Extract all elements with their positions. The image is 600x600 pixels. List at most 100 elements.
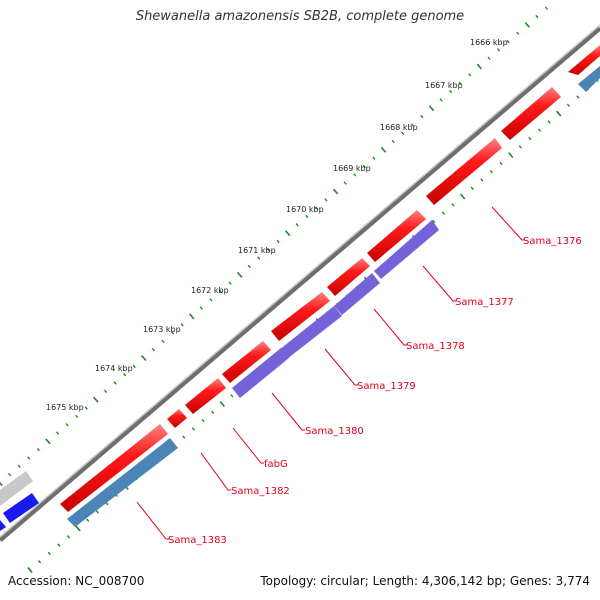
tick-mark [353,173,357,177]
cds-feature[interactable] [426,138,502,205]
genome-summary-text: Topology: circular; Length: 4,306,142 bp… [260,574,590,588]
tick-mark [151,348,155,352]
tick-mark [230,394,234,398]
kbp-label: 1674 kbp [95,364,133,373]
tick-mark [516,31,520,35]
tick-mark [284,230,291,237]
tick-mark [38,560,42,564]
tick-mark [211,410,215,415]
gene-label[interactable]: Sama_1383 [168,535,227,546]
tick-mark [535,14,539,19]
outer-tick-ring [0,6,549,486]
tick-mark [432,219,436,224]
tick-mark [199,306,203,310]
tick-mark [45,438,51,445]
kbp-label: 1666 kbp [470,38,508,47]
tick-mark [537,128,542,132]
cds-feature[interactable] [167,409,187,428]
gene-label[interactable]: Sama_1378 [406,341,465,352]
tick-mark [47,551,51,556]
tick-mark [305,214,309,219]
tick-mark [295,223,299,227]
tick-mark [236,271,243,278]
tick-mark [476,63,483,70]
tick-mark [103,389,108,394]
tick-mark [219,401,225,407]
tick-mark [36,448,40,452]
tick-mark [420,114,424,119]
cds-feature[interactable] [185,378,226,414]
gene-label[interactable]: Sama_1377 [455,297,514,308]
tick-mark [544,6,549,10]
neighbor-feature-blue[interactable] [3,493,39,523]
tick-mark [55,431,60,435]
tick-mark [499,161,503,166]
tick-mark [57,543,61,547]
blast-hit[interactable] [67,438,178,527]
tick-mark [27,567,33,573]
tick-mark [65,423,69,427]
tick-mark [180,323,184,327]
blast-hit[interactable] [374,220,439,279]
tick-mark [468,73,472,77]
gene-label[interactable]: Sama_1382 [231,486,290,497]
cds-feature[interactable] [222,341,271,383]
tick-mark [182,435,186,439]
tick-mark [218,289,223,294]
tick-mark [451,203,455,207]
tick-mark [489,170,494,174]
genome-backbone-highlight [0,24,600,538]
tick-mark [84,406,88,410]
tick-mark [428,105,435,112]
tick-mark [380,146,387,153]
gene-label[interactable]: Sama_1379 [357,381,416,392]
tick-mark [86,518,90,522]
tick-mark [518,145,522,149]
tick-mark [343,181,347,185]
tick-mark [410,123,414,127]
blast-hit[interactable] [578,66,600,92]
tick-mark [458,81,462,85]
gene-label[interactable]: fabG [264,459,288,470]
tick-mark [507,152,514,159]
tick-mark [27,456,31,460]
tick-mark [547,120,551,124]
gene-label[interactable]: Sama_1380 [305,426,364,437]
tick-mark [132,364,136,369]
kbp-label: 1673 kbp [143,325,181,334]
tick-mark [161,339,165,344]
tick-mark [496,48,501,52]
tick-mark [506,39,510,44]
blast-hit[interactable] [279,306,342,359]
cds-feature[interactable] [501,87,561,140]
cds-feature[interactable] [60,424,168,512]
tick-mark [247,264,251,269]
cds-feature[interactable] [367,210,426,262]
tick-mark [391,139,395,144]
tick-mark [123,373,127,377]
tick-mark [459,193,466,200]
tick-mark [257,256,261,260]
neighbor-feature-gray[interactable] [0,471,33,506]
blast-track [67,66,600,527]
tick-mark [209,298,213,302]
tick-mark [449,89,453,94]
genome-backbone [0,26,600,542]
tick-mark [189,313,195,320]
blast-hit[interactable] [334,273,380,315]
blast-hit[interactable] [232,348,289,398]
cds-feature[interactable] [271,292,330,341]
tick-mark [324,198,328,202]
kbp-label: 1671 kbp [238,246,276,255]
cds-feature[interactable] [327,258,370,296]
cds-feature[interactable] [568,45,600,75]
gene-label[interactable]: Sama_1376 [523,236,582,247]
kbp-label: 1675 kbp [46,403,84,412]
neighbor-feature-blue-2[interactable] [0,520,6,531]
map-title: Shewanella amazonensis SB2B, complete ge… [135,9,465,24]
kbp-label: 1672 kbp [191,286,229,295]
tick-mark [524,21,531,28]
label-leaders [136,206,525,540]
tick-mark [487,56,491,60]
